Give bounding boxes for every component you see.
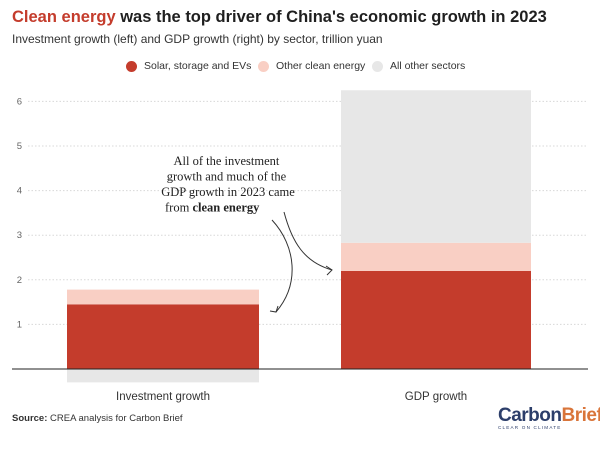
- y-tick-label: 1: [17, 319, 22, 330]
- logo-tagline: CLEAR ON CLIMATE: [498, 425, 562, 430]
- bar-gdp-series-0: [341, 270, 531, 369]
- bar-investment-series-1: [67, 289, 259, 305]
- title-highlight: Clean energy: [12, 8, 116, 26]
- bar-investment-series-0: [67, 304, 259, 369]
- annotation-line-4-prefix: from: [165, 201, 192, 215]
- chart-subtitle: Investment growth (left) and GDP growth …: [12, 32, 383, 46]
- legend-item-other-clean: Other clean energy: [258, 60, 365, 72]
- x-category-label: GDP growth: [405, 391, 467, 403]
- arrowhead-gdp: [325, 265, 333, 276]
- stacked-bar-chart: 1 2 3 4 5 6 Investment growth GDP growth All of…: [12, 90, 588, 403]
- legend-item-solar: Solar, storage and EVs: [126, 60, 251, 72]
- legend-item-all-other: All other sectors: [372, 60, 465, 72]
- legend-label-all-other: All other sectors: [390, 60, 466, 72]
- arrowhead-investment: [269, 305, 279, 313]
- annotation-line-2: growth and much of the: [167, 170, 287, 184]
- annotation-line-3: GDP growth in 2023 came: [161, 185, 295, 199]
- logo-part-2: Brief: [561, 405, 600, 426]
- svg-text:All of the investment gr: All of the investment growth and much of…: [161, 154, 295, 199]
- source-text: CREA analysis for Carbon Brief: [47, 413, 183, 424]
- y-tick-label: 2: [17, 275, 22, 286]
- arrow-to-investment: [271, 219, 293, 313]
- y-tick-label: 4: [17, 186, 22, 197]
- legend-swatch-solar: [126, 60, 137, 72]
- legend-swatch-all-other: [372, 60, 383, 72]
- bars: [67, 90, 531, 383]
- svg-text:from clean energy: from clean energy: [165, 201, 260, 215]
- legend-label-solar: Solar, storage and EVs: [144, 60, 252, 72]
- logo-part-1: Carbon: [498, 405, 562, 426]
- x-category-label: Investment growth: [116, 391, 210, 403]
- y-tick-label: 3: [17, 230, 22, 241]
- legend-label-other-clean: Other clean energy: [276, 60, 366, 72]
- legend-swatch-other-clean: [258, 60, 269, 72]
- annotation-line-4-bold: clean energy: [192, 201, 260, 215]
- chart-title: Clean energy was the top driver of China…: [12, 8, 547, 27]
- bar-gdp-series-2: [341, 90, 531, 243]
- bar-gdp-series-1: [341, 242, 531, 271]
- annotation-line-1: All of the investment: [173, 154, 279, 168]
- y-tick-label: 5: [17, 141, 22, 152]
- axis-labels: 1 2 3 4 5 6 Investment growth GDP growth: [17, 96, 468, 403]
- source-note: Source: CREA analysis for Carbon Brief: [12, 413, 183, 424]
- carbon-brief-logo: CarbonBrief CLEAR ON CLIMATE: [498, 405, 600, 435]
- legend: Solar, storage and EVs Other clean energ…: [0, 60, 600, 76]
- source-label: Source:: [12, 413, 48, 424]
- annotation: All of the investment growth and much of…: [161, 154, 333, 313]
- bar-investment-series-2: [67, 369, 259, 383]
- y-tick-label: 6: [17, 96, 22, 107]
- arrow-to-gdp: [283, 211, 333, 271]
- title-rest: was the top driver of China's economic g…: [115, 8, 547, 26]
